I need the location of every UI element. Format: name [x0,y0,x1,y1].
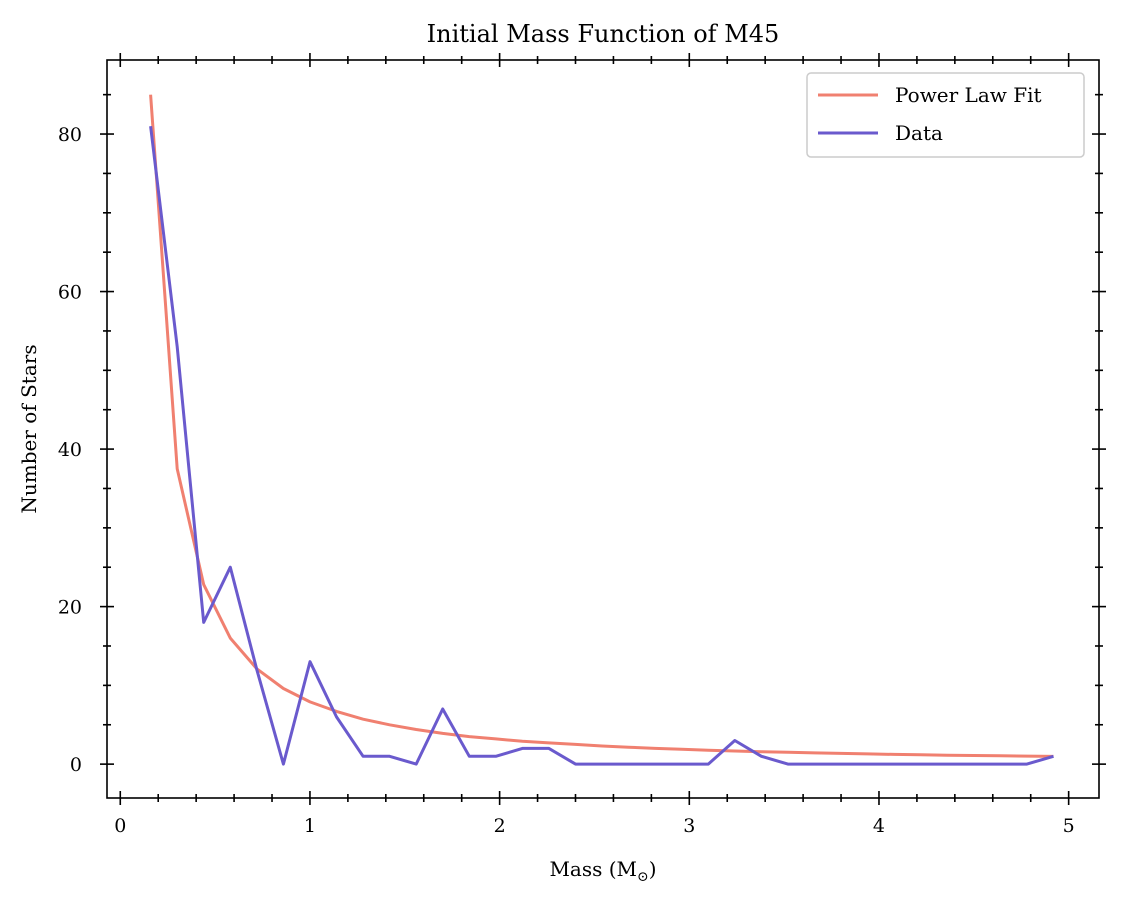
legend-label-power-law-fit: Power Law Fit [895,83,1042,107]
x-tick-label: 1 [304,815,316,837]
y-tick-label: 20 [58,597,82,619]
y-tick-label: 40 [58,439,82,461]
y-tick-label: 60 [58,282,82,304]
x-tick-label: 2 [494,815,506,837]
x-axis-title-subscript: ⊙ [637,869,649,885]
y-tick-label: 0 [70,754,82,776]
plot-frame [106,59,1100,799]
series-lines [149,94,1054,766]
x-tick-label: 3 [683,815,695,837]
x-tick-label: 4 [873,815,885,837]
x-tick-label: 5 [1063,815,1075,837]
plot-area: 0 1 2 3 4 5 0 20 40 60 80 [58,53,1106,837]
x-tick-label: 0 [114,815,126,837]
tick-labels: 0 1 2 3 4 5 0 20 40 60 80 [58,124,1075,837]
chart-title: Initial Mass Function of M45 [427,20,780,48]
legend-label-data: Data [895,121,943,145]
y-axis-title: Number of Stars [17,344,41,513]
x-axis-title-text: Mass (M [549,857,637,881]
series-line-data [149,126,1054,766]
x-axis-title-close: ) [649,857,657,881]
axis-ticks [100,53,1106,805]
x-axis-title: Mass (M⊙) [549,857,656,885]
series-line-power-law-fit [149,94,1054,758]
legend: Power Law Fit Data [806,72,1085,158]
y-tick-label: 80 [58,124,82,146]
